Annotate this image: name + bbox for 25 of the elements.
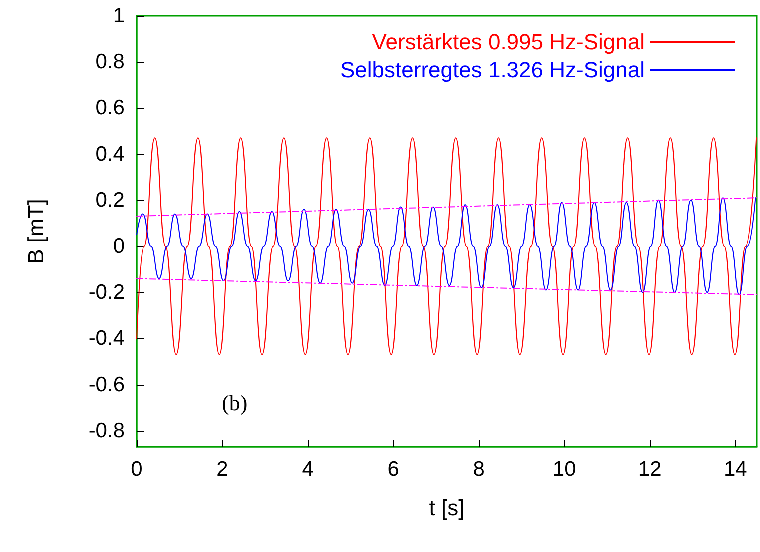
y-tick-label: 0.6: [96, 96, 125, 120]
annotation: (b): [222, 390, 248, 416]
x-tick-label: 8: [473, 458, 485, 481]
x-axis-title: t [s]: [429, 496, 465, 520]
x-tick-label: 4: [302, 458, 314, 481]
line-series: [136, 198, 756, 296]
y-tick-label: -0.4: [88, 327, 126, 350]
x-tick-label: 14: [724, 458, 748, 481]
legend-label: Selbsterregtes 1.326 Hz-Signal: [340, 58, 645, 82]
y-tick-label: -0.6: [88, 373, 125, 396]
y-axis-title: B [mT]: [24, 199, 48, 264]
x-tick-label: 0: [131, 458, 143, 481]
x-tick-label: 12: [638, 458, 662, 481]
y-tick-label: -0.8: [88, 419, 125, 442]
y-tick-label: 0.2: [96, 188, 125, 212]
x-tick-label: 6: [388, 458, 400, 481]
line-series: [136, 138, 758, 356]
legend-label: Verstärktes 0.995 Hz-Signal: [372, 30, 645, 54]
y-tick-label: 0.8: [96, 50, 125, 74]
x-tick-label: 10: [552, 458, 576, 481]
x-tick-label: 2: [216, 458, 228, 481]
y-tick-label: 0.4: [96, 142, 126, 166]
y-tick-label: -0.2: [88, 281, 125, 304]
y-tick-label: 1: [113, 4, 125, 28]
y-tick-label: 0: [113, 234, 125, 258]
